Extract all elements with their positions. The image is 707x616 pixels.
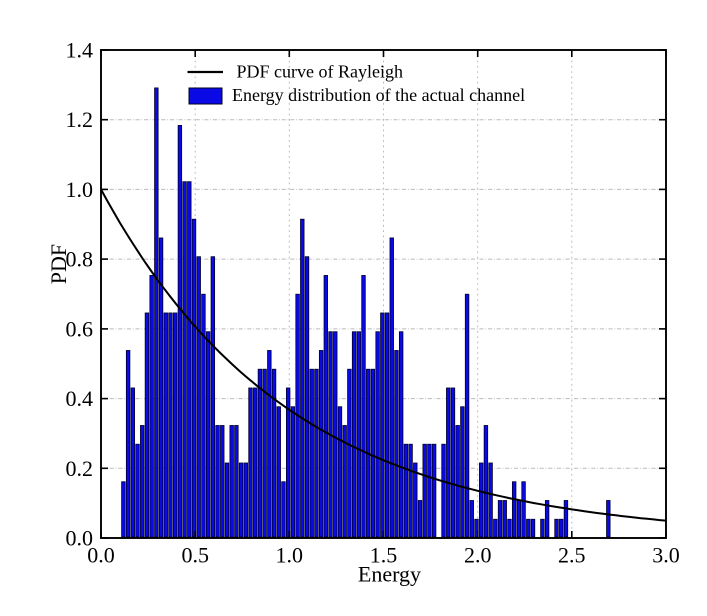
svg-text:2.5: 2.5 [558, 543, 586, 568]
svg-text:1.2: 1.2 [66, 107, 94, 132]
svg-text:1.5: 1.5 [370, 543, 398, 568]
svg-text:Energy: Energy [358, 562, 421, 587]
svg-text:1.0: 1.0 [276, 543, 304, 568]
svg-text:0.8: 0.8 [66, 247, 94, 272]
svg-text:0.0: 0.0 [66, 526, 94, 551]
svg-text:3.0: 3.0 [652, 543, 680, 568]
svg-text:2.0: 2.0 [464, 543, 492, 568]
svg-text:0.5: 0.5 [181, 543, 209, 568]
svg-text:0.4: 0.4 [66, 386, 94, 411]
svg-text:PDF: PDF [46, 244, 71, 284]
svg-text:PDF curve of Rayleigh: PDF curve of Rayleigh [237, 62, 403, 82]
svg-text:0.0: 0.0 [87, 543, 115, 568]
svg-text:0.2: 0.2 [66, 456, 94, 481]
svg-text:Energy distribution of the act: Energy distribution of the actual channe… [232, 85, 525, 105]
svg-text:0.6: 0.6 [66, 316, 94, 341]
svg-text:1.4: 1.4 [66, 38, 94, 63]
svg-text:1.0: 1.0 [66, 177, 94, 202]
